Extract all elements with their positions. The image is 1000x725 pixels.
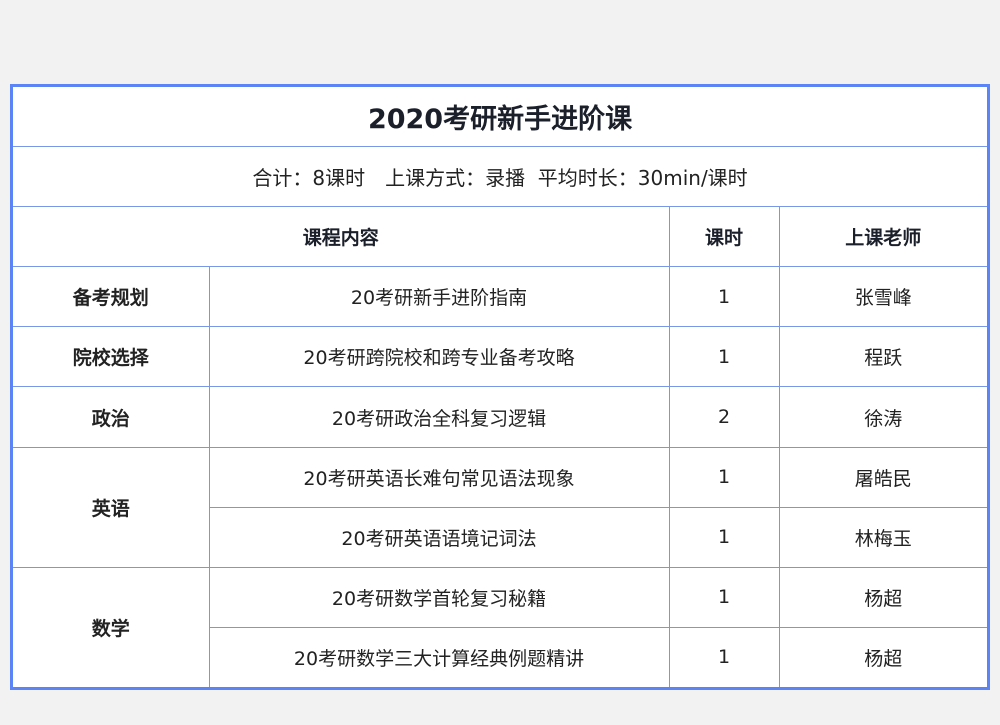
- teacher-cell: 林梅玉: [778, 506, 988, 568]
- content-cell: 20考研数学三大计算经典例题精讲: [209, 626, 670, 687]
- hours-cell: 1: [668, 326, 780, 388]
- teacher-cell: 程跃: [778, 326, 988, 388]
- hours-cell: 2: [668, 386, 780, 448]
- hours-cell: 1: [668, 566, 780, 628]
- teacher-cell: 徐涛: [778, 386, 988, 448]
- header-content: 课程内容: [13, 206, 670, 268]
- summary-text: 合计：8课时 上课方式：录播 平均时长：30min/课时: [13, 146, 988, 208]
- table-row: 备考规划 20考研新手进阶指南 1 张雪峰: [13, 266, 988, 328]
- category-cell: 英语: [13, 446, 210, 568]
- header-hours: 课时: [668, 206, 780, 268]
- teacher-cell: 张雪峰: [778, 266, 988, 328]
- category-cell: 院校选择: [13, 326, 210, 388]
- category-cell: 备考规划: [13, 266, 210, 328]
- summary-row: 合计：8课时 上课方式：录播 平均时长：30min/课时: [13, 146, 988, 208]
- teacher-cell: 杨超: [778, 626, 988, 687]
- table-row: 20考研数学三大计算经典例题精讲 1 杨超: [13, 626, 988, 687]
- content-cell: 20考研英语长难句常见语法现象: [208, 446, 670, 508]
- content-cell: 20考研英语语境记词法: [209, 506, 670, 568]
- category-cell: 政治: [13, 386, 210, 448]
- content-cell: 20考研政治全科复习逻辑: [208, 386, 670, 448]
- table-title: 2020考研新手进阶课: [13, 87, 988, 148]
- content-cell: 20考研数学首轮复习秘籍: [208, 566, 670, 628]
- title-row: 2020考研新手进阶课: [13, 87, 988, 148]
- hours-cell: 1: [668, 506, 780, 568]
- header-teacher: 上课老师: [778, 206, 988, 268]
- content-cell: 20考研新手进阶指南: [208, 266, 670, 328]
- header-row: 课程内容 课时 上课老师: [13, 206, 988, 268]
- hours-cell: 1: [668, 266, 780, 328]
- hours-cell: 1: [668, 446, 780, 508]
- table-row: 20考研英语语境记词法 1 林梅玉: [13, 506, 988, 568]
- table-row: 院校选择 20考研跨院校和跨专业备考攻略 1 程跃: [13, 326, 988, 388]
- content-cell: 20考研跨院校和跨专业备考攻略: [208, 326, 670, 388]
- category-cell: 数学: [13, 566, 210, 687]
- table-row: 英语 20考研英语长难句常见语法现象 1 屠皓民: [13, 446, 988, 568]
- table-row: 政治 20考研政治全科复习逻辑 2 徐涛: [13, 386, 988, 448]
- teacher-cell: 屠皓民: [778, 446, 988, 508]
- course-table: 2020考研新手进阶课 合计：8课时 上课方式：录播 平均时长：30min/课时…: [13, 87, 988, 687]
- teacher-cell: 杨超: [778, 566, 988, 628]
- hours-cell: 1: [668, 626, 780, 687]
- table-row: 数学 20考研数学首轮复习秘籍 1 杨超: [13, 566, 988, 687]
- course-table-container: 2020考研新手进阶课 合计：8课时 上课方式：录播 平均时长：30min/课时…: [10, 84, 990, 690]
